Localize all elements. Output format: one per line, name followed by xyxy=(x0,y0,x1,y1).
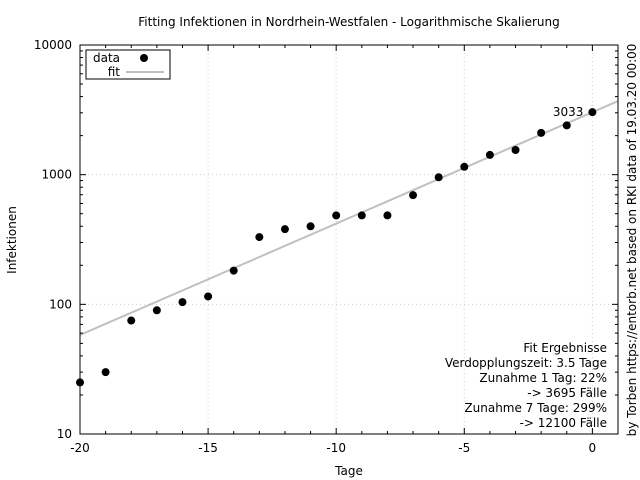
legend-label-fit: fit xyxy=(108,65,121,79)
x-tick-label: 0 xyxy=(589,441,597,455)
data-points xyxy=(76,108,597,387)
y-axis-label: Infektionen xyxy=(5,206,19,274)
chart-title: Fitting Infektionen in Nordrhein-Westfal… xyxy=(138,15,559,29)
legend-box xyxy=(85,49,171,80)
data-point xyxy=(485,150,494,159)
plot-frame xyxy=(79,44,619,435)
data-point xyxy=(255,233,264,242)
data-point xyxy=(332,211,341,220)
data-point xyxy=(204,292,213,301)
data-point xyxy=(152,306,161,315)
credit-text: by Torben https://entorb.net based on RK… xyxy=(625,44,639,437)
fit-results-cases-1day: -> 3695 Fälle xyxy=(527,386,607,400)
legend: data fit xyxy=(85,49,171,80)
fit-line xyxy=(79,100,619,336)
x-tick-label: -5 xyxy=(458,441,470,455)
fit-results-increase-1day: Zunahme 1 Tag: 22% xyxy=(479,371,607,385)
x-tick-label: -15 xyxy=(198,441,218,455)
data-point xyxy=(537,128,546,137)
x-tick-label: -10 xyxy=(326,441,346,455)
fit-results-increase-7day: Zunahme 7 Tage: 299% xyxy=(464,401,607,415)
data-point xyxy=(306,222,315,231)
data-point xyxy=(178,298,187,307)
y-tick-label: 10 xyxy=(57,427,72,441)
data-point xyxy=(409,191,418,200)
fit-results-title: Fit Ergebnisse xyxy=(523,341,607,355)
tick-labels: -20 -15 -10 -5 0 10 100 1000 10000 xyxy=(34,38,596,455)
legend-label-data: data xyxy=(93,51,120,65)
data-point xyxy=(460,162,469,171)
fit-results-cases-7day: -> 12100 Fälle xyxy=(520,416,607,430)
data-point xyxy=(434,173,443,182)
data-point xyxy=(127,316,136,325)
data-point xyxy=(357,211,366,220)
y-tick-label: 10000 xyxy=(34,38,72,52)
x-axis-label: Tage xyxy=(334,464,363,478)
ticks xyxy=(79,44,619,435)
data-point xyxy=(280,225,289,234)
fit-results-doubling: Verdopplungszeit: 3.5 Tage xyxy=(445,356,607,370)
fit-results: Fit Ergebnisse Verdopplungszeit: 3.5 Tag… xyxy=(445,341,607,430)
data-point xyxy=(588,108,597,117)
data-point xyxy=(229,266,238,275)
data-point xyxy=(562,121,571,130)
y-tick-label: 100 xyxy=(49,297,72,311)
data-point xyxy=(101,368,110,377)
y-tick-label: 1000 xyxy=(41,168,72,182)
legend-marker-data xyxy=(140,54,148,62)
fit-layer xyxy=(79,100,619,336)
x-tick-label: -20 xyxy=(70,441,90,455)
data-point xyxy=(511,145,520,154)
last-point-label: 3033 xyxy=(553,105,584,119)
data-point xyxy=(383,211,392,220)
